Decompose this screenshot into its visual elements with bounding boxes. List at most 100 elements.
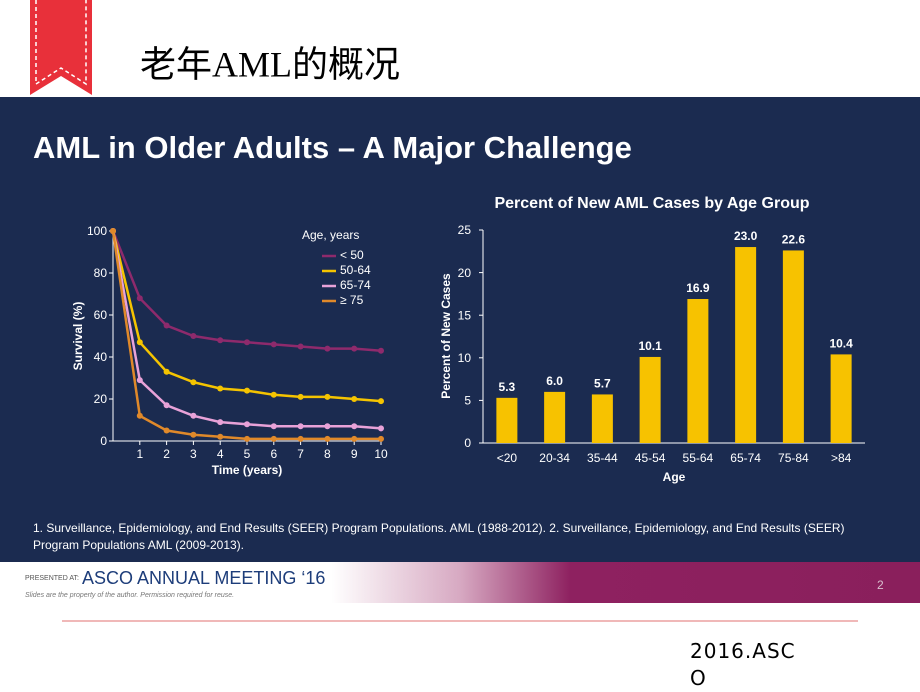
x-tick-label: 9 <box>351 447 358 461</box>
y-tick-label: 10 <box>458 351 472 365</box>
x-tick-label: 1 <box>136 447 143 461</box>
meeting-name: ASCO ANNUAL MEETING ‘16 <box>82 568 325 588</box>
x-tick-label: 75-84 <box>778 451 809 465</box>
data-point <box>324 435 331 442</box>
data-point <box>163 427 170 434</box>
data-point <box>324 393 331 400</box>
bar-value-label: 5.3 <box>499 380 516 394</box>
page-number: 2 <box>877 578 884 592</box>
data-point <box>351 435 358 442</box>
bar-value-label: 10.1 <box>638 339 662 353</box>
data-point <box>136 412 143 419</box>
legend-label: < 50 <box>340 248 364 262</box>
bar-value-label: 5.7 <box>594 377 611 391</box>
x-tick-label: 8 <box>324 447 331 461</box>
y-axis-label: Percent of New Cases <box>439 273 453 399</box>
data-point <box>190 379 197 386</box>
data-point <box>244 339 250 346</box>
footnote: 1. Surveillance, Epidemiology, and End R… <box>33 521 845 552</box>
x-tick-label: <20 <box>497 451 518 465</box>
slide-panel <box>0 97 920 562</box>
data-point <box>351 423 358 430</box>
footer-band <box>0 562 920 603</box>
x-tick-label: 7 <box>297 447 304 461</box>
x-tick-label: 10 <box>374 447 388 461</box>
data-point <box>270 391 277 398</box>
bar-value-label: 10.4 <box>829 337 853 351</box>
page-title: 老年AML的概况 <box>140 44 400 84</box>
data-point <box>163 402 170 409</box>
data-point <box>270 341 277 348</box>
bar <box>687 299 709 443</box>
data-point <box>136 295 143 302</box>
y-axis-label: Survival (%) <box>71 302 85 371</box>
data-point <box>378 347 384 354</box>
data-point <box>217 419 224 426</box>
data-point <box>136 339 143 346</box>
y-tick-label: 0 <box>464 436 471 450</box>
bar-value-label: 22.6 <box>782 233 806 247</box>
y-tick-label: 15 <box>458 308 472 322</box>
bookmark-stitch <box>35 0 87 86</box>
legend-label: 50-64 <box>340 263 371 277</box>
data-point <box>351 345 358 352</box>
x-tick-label: >84 <box>831 451 852 465</box>
data-point <box>163 368 170 375</box>
x-tick-label: 20-34 <box>539 451 570 465</box>
y-tick-label: 25 <box>458 223 472 237</box>
presented-at: PRESENTED AT: <box>25 575 79 582</box>
data-point <box>270 435 277 442</box>
data-point <box>244 387 250 394</box>
x-axis-label: Age <box>663 470 686 484</box>
y-tick-label: 80 <box>94 266 108 280</box>
disclaimer: Slides are the property of the author. P… <box>25 592 234 599</box>
y-tick-label: 100 <box>87 224 107 238</box>
bar <box>544 391 566 443</box>
data-point <box>217 385 224 392</box>
x-tick-label: 45-54 <box>635 451 666 465</box>
data-point <box>244 421 250 428</box>
data-point <box>217 337 224 344</box>
data-point <box>324 345 331 352</box>
bar <box>782 250 804 443</box>
data-point <box>378 435 384 442</box>
data-point <box>297 393 304 400</box>
data-point <box>351 396 358 402</box>
y-tick-label: 0 <box>100 434 107 448</box>
data-point <box>297 343 304 350</box>
x-tick-label: 65-74 <box>730 451 761 465</box>
y-tick-label: 20 <box>94 392 108 406</box>
x-tick-label: 5 <box>244 447 251 461</box>
legend-title: Age, years <box>302 228 359 242</box>
data-point <box>163 322 170 329</box>
data-point <box>297 423 304 430</box>
y-tick-label: 60 <box>94 308 108 322</box>
data-point <box>190 412 197 419</box>
data-point <box>244 435 250 442</box>
data-point <box>190 333 197 339</box>
y-tick-label: 20 <box>458 266 472 280</box>
legend-label: ≥ 75 <box>340 293 364 307</box>
x-axis-label: Time (years) <box>212 463 282 477</box>
bar <box>830 354 852 443</box>
data-point <box>297 435 304 442</box>
data-point <box>270 423 277 430</box>
bar <box>496 397 518 443</box>
x-tick-label: 4 <box>217 447 224 461</box>
x-tick-label: 3 <box>190 447 197 461</box>
x-tick-label: 6 <box>270 447 277 461</box>
x-tick-label: 55-64 <box>683 451 714 465</box>
y-tick-label: 40 <box>94 350 108 364</box>
chart-title: Percent of New AML Cases by Age Group <box>494 195 809 212</box>
data-point <box>378 398 384 405</box>
data-point <box>110 228 116 234</box>
legend-label: 65-74 <box>340 278 371 292</box>
data-point <box>324 423 331 430</box>
bar <box>735 247 757 443</box>
data-point <box>190 431 197 438</box>
bar-value-label: 6.0 <box>546 374 563 388</box>
bar-value-label: 16.9 <box>686 281 710 295</box>
bookmark-icon <box>30 0 92 95</box>
